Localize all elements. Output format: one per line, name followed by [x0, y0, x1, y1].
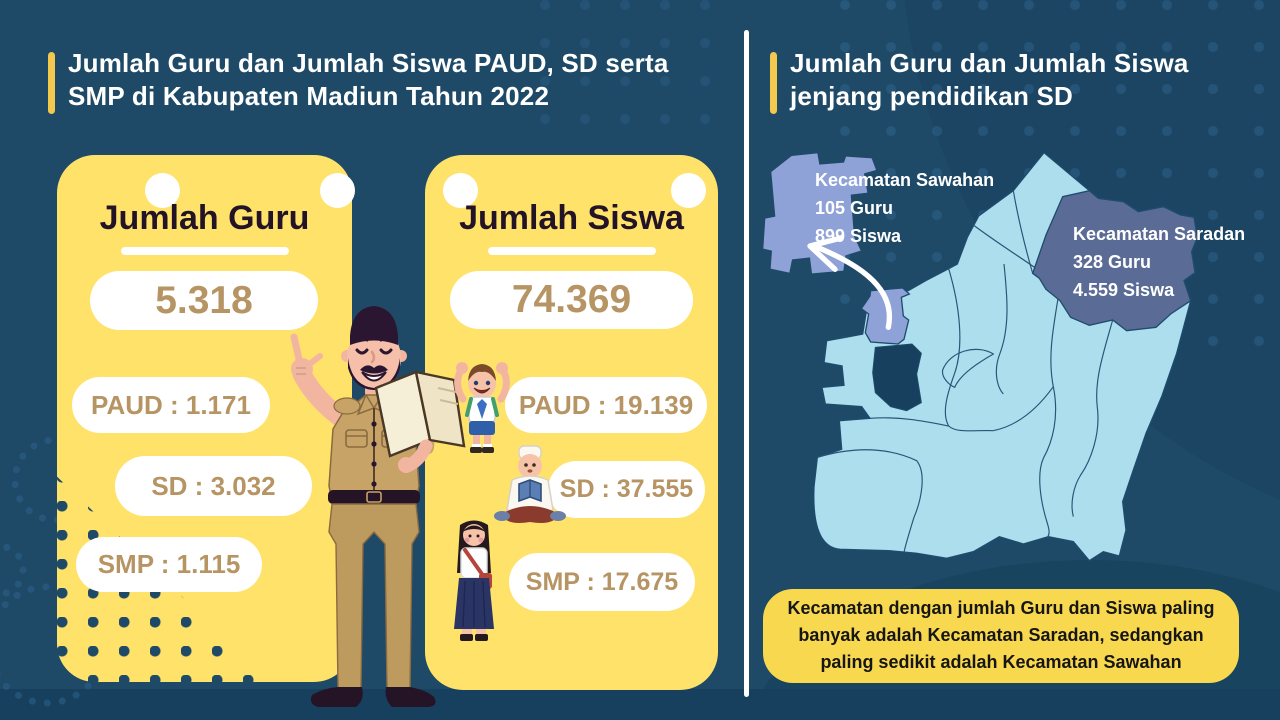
standing-girl-illustration	[454, 520, 494, 641]
note-line2: banyak adalah Kecamatan Saradan, sedangk…	[798, 625, 1204, 645]
sawahan-siswa: 899 Siswa	[815, 226, 902, 246]
siswa-paud-pill: PAUD : 19.139	[505, 377, 707, 433]
guru-smp-pill: SMP : 1.115	[76, 537, 262, 592]
siswa-card-title: Jumlah Siswa	[459, 199, 684, 237]
map-region-saradan	[1031, 189, 1199, 332]
right-title-line1: Jumlah Guru dan Jumlah Siswa	[790, 48, 1189, 78]
card-hole-right	[320, 173, 355, 208]
sawahan-name: Kecamatan Sawahan	[815, 170, 995, 190]
conclusion-note-box: Kecamatan dengan jumlah Guru dan Siswa p…	[763, 589, 1239, 683]
map-region-sawahan-small	[860, 287, 911, 345]
guru-card-title: Jumlah Guru	[99, 199, 310, 237]
map-district-borders	[817, 190, 1114, 553]
teacher-illustration	[290, 306, 466, 707]
cheering-boy-illustration	[454, 362, 510, 453]
siswa-sd-pill: SD : 37.555	[548, 461, 705, 518]
teacher-legs	[310, 490, 436, 707]
right-title-accent-bar	[770, 52, 777, 114]
card-hole-left	[443, 173, 478, 208]
map-city-notch	[872, 343, 922, 412]
guru-card-underline	[120, 247, 289, 255]
sawahan-callout: Kecamatan Sawahan 105 Guru 899 Siswa	[815, 166, 994, 250]
card-hole-right	[671, 173, 706, 208]
left-title-line1: Jumlah Guru dan Jumlah Siswa PAUD, SD se…	[68, 48, 669, 78]
saradan-guru: 328 Guru	[1073, 252, 1152, 272]
map-region-sawahan-enlarged	[763, 153, 876, 274]
teacher-book	[374, 370, 466, 473]
reading-boy-illustration	[494, 445, 566, 523]
card-hole-left	[145, 173, 180, 208]
madiun-district-map	[763, 151, 1199, 562]
bag-strap	[463, 548, 486, 579]
left-title-accent-bar	[48, 52, 55, 114]
mustache	[360, 365, 388, 374]
guru-sd-pill: SD : 3.032	[115, 456, 312, 516]
saradan-siswa: 4.559 Siswa	[1073, 280, 1175, 300]
left-title-line2: SMP di Kabupaten Madiun Tahun 2022	[68, 81, 550, 111]
note-line1: Kecamatan dengan jumlah Guru dan Siswa p…	[787, 598, 1215, 618]
guru-paud-pill: PAUD : 1.171	[72, 377, 270, 433]
peci-cap	[350, 306, 398, 345]
conclusion-note-text: Kecamatan dengan jumlah Guru dan Siswa p…	[763, 595, 1239, 676]
siswa-smp-pill: SMP : 17.675	[509, 553, 695, 611]
right-section-title: Jumlah Guru dan Jumlah Siswa jenjang pen…	[790, 47, 1189, 113]
boy-hair	[468, 364, 496, 381]
left-section-title: Jumlah Guru dan Jumlah Siswa PAUD, SD se…	[68, 47, 669, 113]
crossed-legs	[501, 506, 559, 523]
background-dot-pattern-small	[540, 0, 730, 150]
saradan-callout: Kecamatan Saradan 328 Guru 4.559 Siswa	[1073, 220, 1245, 304]
sawahan-guru: 105 Guru	[815, 198, 894, 218]
guru-card: Jumlah Guru 5.318 PAUD : 1.171 SD : 3.03…	[57, 155, 355, 683]
guru-total-pill: 5.318	[90, 271, 318, 330]
section-divider	[744, 30, 749, 697]
siswa-card-underline	[487, 247, 656, 255]
smile	[361, 371, 387, 382]
note-line3: paling sedikit adalah Kecamatan Sawahan	[820, 652, 1182, 672]
map-arrow	[807, 235, 893, 330]
background-bottom-band	[0, 689, 1280, 720]
saradan-name: Kecamatan Saradan	[1073, 224, 1246, 244]
siswa-total-pill: 74.369	[450, 271, 693, 329]
right-title-line2: jenjang pendidikan SD	[790, 81, 1074, 111]
